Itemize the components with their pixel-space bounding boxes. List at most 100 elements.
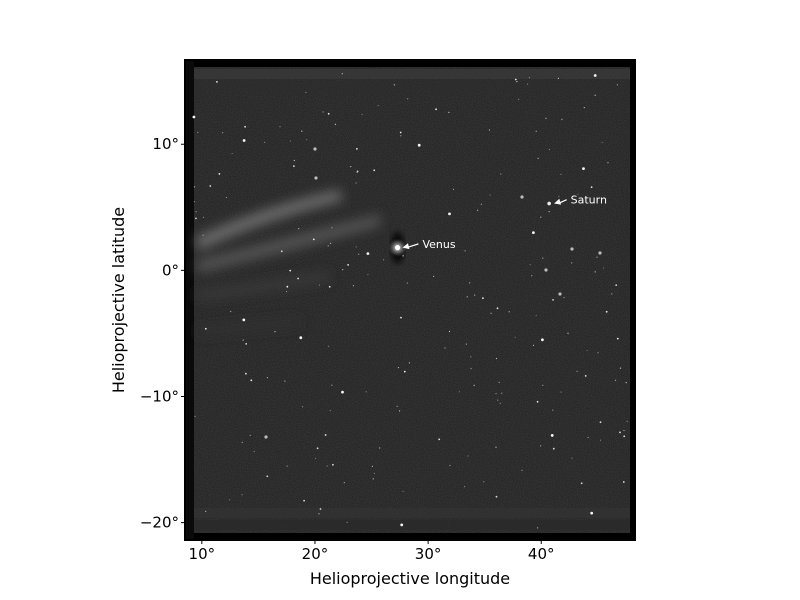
star <box>532 344 535 346</box>
star <box>195 217 197 220</box>
star <box>225 196 228 199</box>
star <box>306 139 308 141</box>
star <box>603 267 605 269</box>
star <box>355 182 357 184</box>
star <box>560 391 562 393</box>
star <box>372 478 374 480</box>
star <box>587 436 589 439</box>
star <box>520 195 524 199</box>
x-axis-label: Helioprojective longitude <box>310 569 510 588</box>
star <box>464 486 466 488</box>
star <box>435 108 437 111</box>
star <box>324 434 327 436</box>
star <box>216 81 218 83</box>
star <box>249 434 251 436</box>
star <box>571 457 573 459</box>
star <box>433 275 435 277</box>
annotation-label-saturn: Saturn <box>571 194 607 207</box>
x-axis: 10° 20° 30° 40° <box>189 539 555 563</box>
star <box>498 381 500 383</box>
star <box>473 384 475 386</box>
star <box>560 173 562 175</box>
star <box>266 377 268 379</box>
star <box>625 382 627 384</box>
star <box>590 511 594 515</box>
star <box>584 375 587 377</box>
star <box>209 185 212 187</box>
star <box>495 446 497 448</box>
star <box>397 367 400 369</box>
star <box>347 264 349 266</box>
star <box>594 94 596 96</box>
star <box>365 391 367 393</box>
star <box>266 475 269 478</box>
star <box>548 211 550 213</box>
star <box>480 203 482 205</box>
star <box>448 330 451 333</box>
star <box>541 338 544 342</box>
star <box>495 495 498 498</box>
annotation-arrowhead-1 <box>554 198 562 205</box>
star <box>614 379 617 381</box>
star <box>582 167 585 171</box>
star <box>195 211 197 213</box>
x-tick-label-3: 40° <box>528 545 555 563</box>
star <box>355 246 357 248</box>
star <box>245 372 247 375</box>
star <box>518 98 520 100</box>
star <box>341 73 343 75</box>
star <box>383 259 385 261</box>
star <box>452 188 455 190</box>
star <box>408 362 410 364</box>
star <box>626 420 628 422</box>
star <box>470 356 472 358</box>
star <box>561 118 563 120</box>
star <box>286 465 288 467</box>
annotation-label-venus: Venus <box>422 238 455 251</box>
star <box>470 367 472 370</box>
y-axis: 10° 0° −10° −20° <box>140 135 186 532</box>
star <box>545 117 547 119</box>
star <box>192 115 196 119</box>
star <box>528 77 531 79</box>
star <box>619 367 622 369</box>
star <box>264 435 268 439</box>
star <box>537 157 539 159</box>
star <box>193 201 195 203</box>
star <box>393 84 395 86</box>
star <box>544 268 548 272</box>
star <box>242 139 246 142</box>
star <box>218 173 221 175</box>
star <box>540 445 542 447</box>
star <box>593 74 597 77</box>
star <box>289 269 292 272</box>
star <box>280 250 283 253</box>
star <box>197 131 199 134</box>
star <box>399 410 401 412</box>
star <box>297 277 299 280</box>
star <box>327 112 330 115</box>
star <box>202 234 204 236</box>
star <box>580 482 583 485</box>
star <box>406 282 408 284</box>
star <box>400 523 404 527</box>
star <box>315 457 317 459</box>
star <box>193 186 196 188</box>
star <box>514 78 517 81</box>
star <box>312 238 315 241</box>
star <box>305 91 307 94</box>
star <box>438 438 441 441</box>
star <box>448 212 451 216</box>
y-tick-label-1: 0° <box>162 261 179 279</box>
star <box>242 339 244 341</box>
star <box>331 384 333 386</box>
star <box>373 472 375 474</box>
star <box>352 285 355 287</box>
star <box>474 294 476 296</box>
star <box>594 271 596 273</box>
star <box>521 469 523 471</box>
star <box>417 143 421 147</box>
star <box>508 311 510 313</box>
star <box>328 285 331 288</box>
star <box>542 384 544 386</box>
